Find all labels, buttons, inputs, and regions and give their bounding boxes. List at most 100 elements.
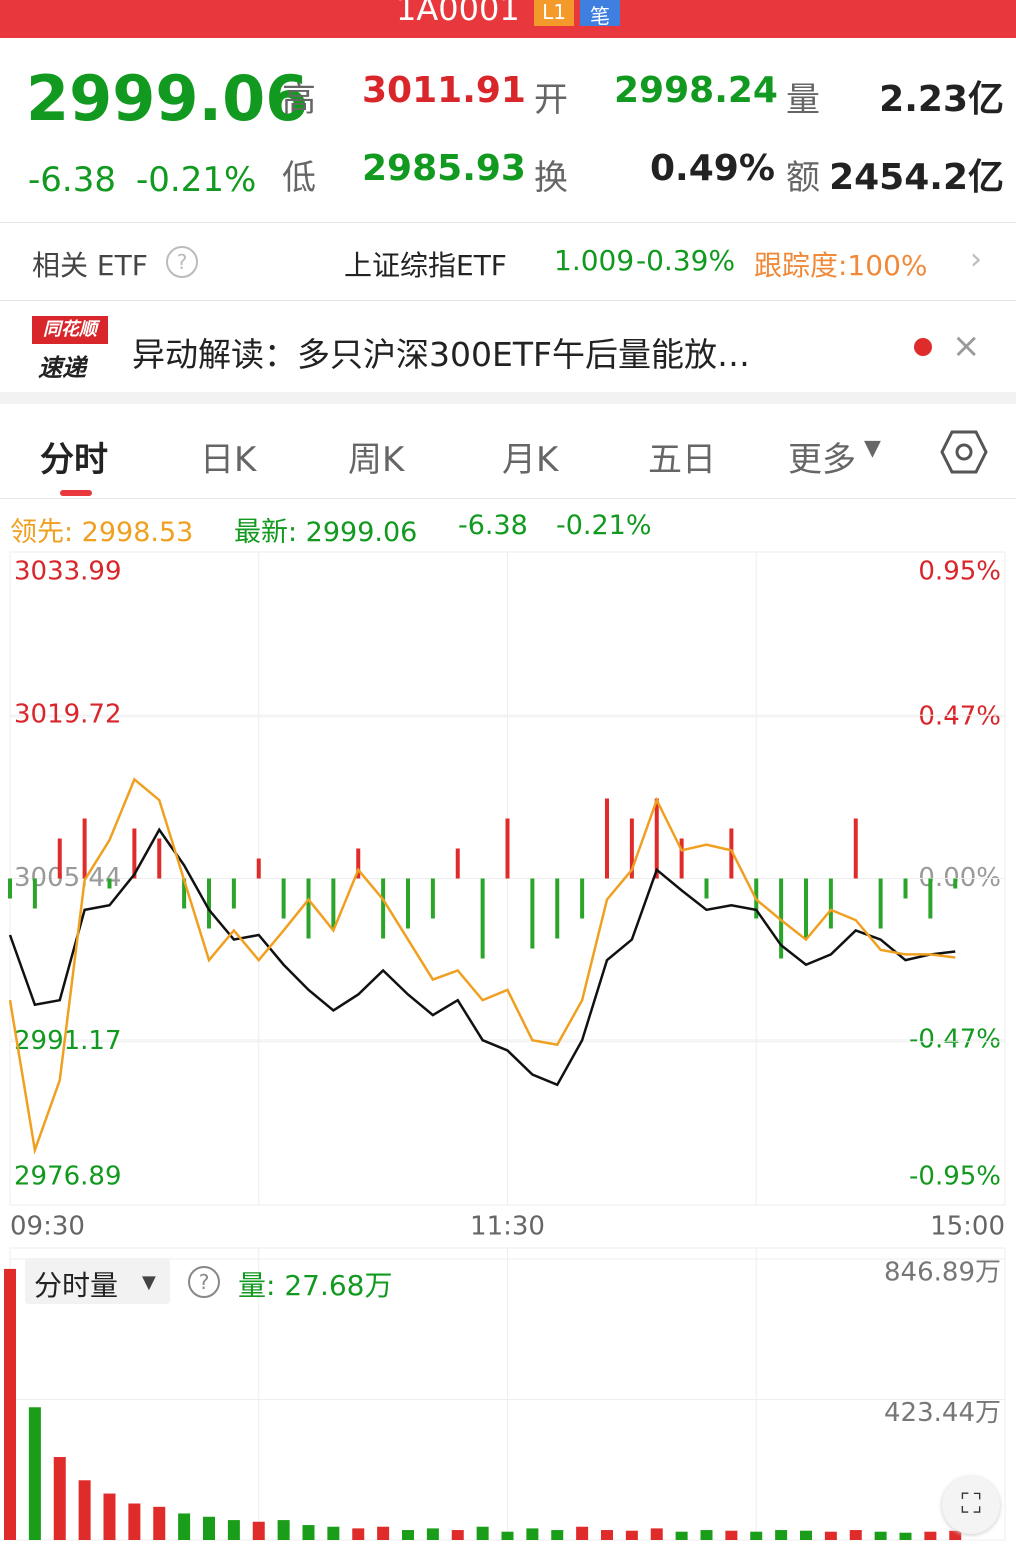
volume-bar xyxy=(700,1530,713,1540)
vol-selector[interactable] xyxy=(25,1258,170,1304)
flow-bar xyxy=(779,878,784,959)
help-icon[interactable]: ? xyxy=(166,246,198,278)
tab[interactable]: 更多 xyxy=(788,440,856,480)
x-tick-label: 11:30 xyxy=(470,1212,545,1242)
flow-bar xyxy=(281,878,286,919)
y2-tick-label: -0.95% xyxy=(909,1162,1001,1192)
flow-bar xyxy=(580,878,585,919)
field-label: 额 xyxy=(786,158,820,198)
flow-bar xyxy=(828,878,833,929)
volume-bar xyxy=(203,1516,215,1540)
tab[interactable]: 日K xyxy=(200,440,257,480)
volume-bar xyxy=(327,1526,340,1540)
flow-bar xyxy=(8,878,12,899)
flow-bar xyxy=(853,818,858,879)
change-pct: -0.21% xyxy=(136,160,257,200)
volume-bar xyxy=(53,1457,66,1540)
y-tick-label: 2976.89 xyxy=(14,1162,122,1192)
volume-bar xyxy=(874,1531,887,1540)
vol-label[interactable]: 分时量 xyxy=(34,1269,119,1302)
volume-bar xyxy=(750,1531,763,1540)
volume-bar xyxy=(302,1525,315,1540)
tab[interactable]: 五日 xyxy=(648,440,716,480)
volume-bar xyxy=(178,1513,191,1540)
x-tick-label: 09:30 xyxy=(10,1212,85,1242)
volume-bar xyxy=(153,1506,166,1540)
flow-bar xyxy=(804,878,808,939)
volume-bar xyxy=(78,1480,91,1540)
divider xyxy=(0,498,1016,499)
flow-bar xyxy=(505,818,510,879)
volume-bar xyxy=(675,1531,688,1540)
volume-bar xyxy=(899,1532,912,1540)
field-label: 量 xyxy=(786,80,820,120)
flow-bar xyxy=(903,878,908,899)
y-tick-label: 2991.17 xyxy=(14,1026,122,1056)
flow-bar xyxy=(455,848,460,879)
etf-name[interactable]: 上证综指ETF xyxy=(344,249,507,282)
vol-value: 量: 27.68万 xyxy=(238,1269,393,1302)
flow-bar xyxy=(953,878,958,889)
field-value: 2985.93 xyxy=(362,148,526,189)
info-latest: 最新: 2999.06 xyxy=(234,517,418,548)
flow-bar xyxy=(406,878,410,929)
flow-bar xyxy=(878,878,883,929)
spacer xyxy=(0,392,1016,404)
tab[interactable]: 月K xyxy=(502,440,559,480)
field-value: 0.49% xyxy=(650,148,775,189)
flow-bar xyxy=(306,878,311,939)
volume-bar xyxy=(625,1530,638,1540)
news-text[interactable]: 异动解读：多只沪深300ETF午后量能放… xyxy=(132,335,750,374)
volume-bar xyxy=(775,1530,788,1540)
volume-bar xyxy=(824,1531,837,1540)
volume-bar xyxy=(501,1531,514,1540)
info-lead: 领先: 2998.53 xyxy=(10,517,194,548)
x-tick-label: 15:00 xyxy=(930,1212,1005,1242)
y-tick-label: 3019.72 xyxy=(14,700,122,730)
flow-bar xyxy=(231,878,236,909)
y2-tick-label: 0.47% xyxy=(918,701,1001,731)
dropdown-arrow: ▼ xyxy=(864,436,881,461)
flow-bar xyxy=(331,878,336,929)
tab[interactable]: 周K xyxy=(348,440,405,480)
flow-bar xyxy=(107,878,112,889)
flow-bar xyxy=(356,848,361,879)
price: 2999.06 xyxy=(26,62,309,135)
y2-tick-label: -0.47% xyxy=(909,1025,1001,1055)
price-line xyxy=(8,777,956,1155)
field-value: 2998.24 xyxy=(614,70,778,111)
badge: L1 xyxy=(534,0,574,26)
flow-bar xyxy=(157,838,162,879)
volume-bar xyxy=(252,1521,265,1540)
etf-price: 1.009 xyxy=(554,244,635,277)
tab[interactable]: 分时 xyxy=(40,440,108,480)
help-icon[interactable]: ? xyxy=(188,1266,220,1298)
etf-label[interactable]: 相关 ETF xyxy=(32,249,148,282)
flow-bar xyxy=(207,878,211,929)
logo-top: 同花顺 xyxy=(32,316,108,344)
badge: 笔 xyxy=(580,0,620,28)
volume-bar xyxy=(551,1530,564,1540)
flow-bar xyxy=(928,878,933,919)
flow-bar xyxy=(729,828,734,879)
flow-bar xyxy=(629,818,634,879)
info-pct: -0.21% xyxy=(556,510,652,541)
volume-bar xyxy=(352,1528,365,1540)
chevron[interactable]: › xyxy=(970,242,982,277)
field-value: 2.23亿 xyxy=(879,79,1004,120)
divider xyxy=(0,222,1016,223)
expand-button[interactable]: ⛶ xyxy=(942,1476,1000,1534)
close[interactable]: × xyxy=(952,326,981,366)
flow-bar xyxy=(605,798,609,879)
flow-bar xyxy=(654,798,659,879)
volume-bar xyxy=(650,1528,663,1540)
flow-bar xyxy=(132,828,137,879)
info-change: -6.38 xyxy=(458,510,528,541)
settings-icon[interactable] xyxy=(940,428,988,476)
volume-bar xyxy=(402,1530,414,1540)
volume-bar xyxy=(576,1526,589,1540)
flow-bar xyxy=(256,858,261,879)
flow-bar xyxy=(555,878,560,939)
